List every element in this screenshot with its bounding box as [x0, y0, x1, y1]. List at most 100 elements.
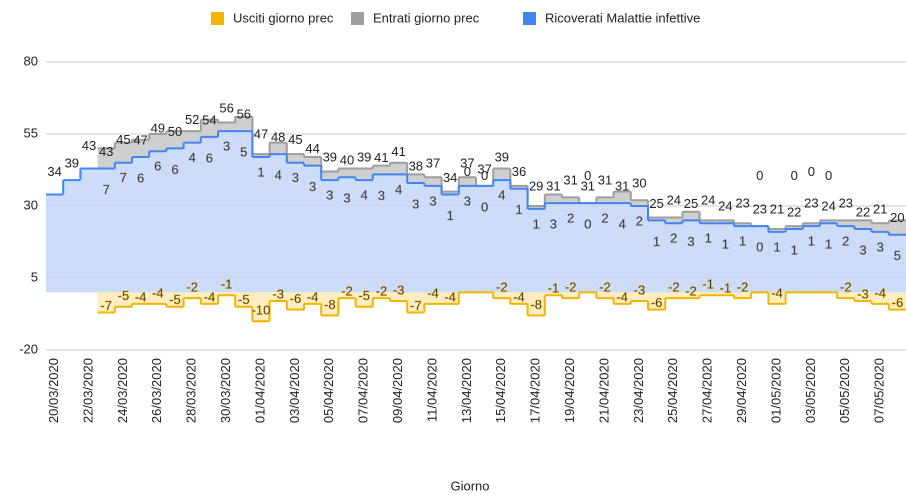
data-label: -1 — [720, 281, 732, 296]
area-step — [149, 134, 167, 152]
y-tick-label: 55 — [24, 125, 38, 140]
area-step — [200, 136, 219, 293]
data-label: -3 — [857, 286, 869, 301]
data-label: -2 — [376, 284, 388, 299]
x-tick-label: 21/04/2020 — [596, 358, 611, 423]
x-tick-label: 05/05/2020 — [837, 358, 852, 423]
x-tick-label: 24/03/2020 — [115, 358, 130, 423]
area-step — [441, 292, 460, 304]
data-label: 4 — [395, 182, 402, 197]
data-label: 4 — [189, 150, 196, 165]
data-label: 2 — [842, 234, 849, 249]
data-label: 39 — [65, 156, 79, 171]
data-label: -1 — [548, 281, 560, 296]
x-tick-label: 20/03/2020 — [46, 358, 61, 423]
data-label: 3 — [429, 193, 436, 208]
x-tick-label: 26/03/2020 — [149, 358, 164, 423]
data-label: 23 — [804, 196, 818, 211]
area-step — [562, 292, 580, 299]
area-step — [888, 292, 906, 310]
area-step — [716, 223, 735, 293]
data-label: 23 — [839, 196, 853, 211]
data-label: 24 — [821, 199, 835, 214]
area-step — [527, 206, 546, 209]
data-label: 3 — [378, 188, 385, 203]
area-step — [820, 220, 838, 224]
data-label: 2 — [670, 231, 677, 246]
data-label: -6 — [651, 295, 663, 310]
area-step — [149, 151, 167, 293]
y-tick-label: 80 — [24, 53, 38, 68]
data-label: -4 — [616, 289, 628, 304]
data-label: 21 — [873, 201, 887, 216]
area-step — [854, 292, 872, 302]
area-step — [734, 292, 752, 299]
area-step — [304, 165, 322, 293]
data-label: 0 — [791, 168, 798, 183]
data-label: 6 — [137, 170, 144, 185]
data-label: 43 — [82, 138, 96, 153]
data-label: 4 — [619, 217, 626, 232]
area-step — [562, 197, 580, 204]
data-label: 0 — [464, 164, 471, 179]
data-label: -4 — [771, 285, 783, 300]
data-label: 24 — [718, 199, 732, 214]
data-label: 1 — [447, 208, 454, 223]
data-label: 22 — [787, 204, 801, 219]
area-step — [46, 194, 64, 293]
data-label: 1 — [515, 202, 522, 217]
data-label: -4 — [135, 289, 147, 304]
data-label: -2 — [668, 280, 680, 295]
data-label: 5 — [240, 145, 247, 160]
area-step — [458, 185, 477, 293]
data-label: 21 — [770, 201, 784, 216]
area-step — [269, 154, 288, 293]
x-tick-label: 01/05/2020 — [768, 358, 783, 423]
x-tick-label: 28/03/2020 — [184, 358, 199, 423]
area-step — [200, 119, 219, 137]
data-label: 6 — [154, 159, 161, 174]
area-step — [613, 191, 632, 204]
x-tick-label: 03/05/2020 — [803, 358, 818, 423]
data-label: -8 — [324, 297, 336, 312]
legend-swatch — [351, 12, 364, 25]
data-label: 3 — [687, 234, 694, 249]
area-step — [458, 177, 477, 186]
data-label: 24 — [701, 193, 715, 208]
data-label: 4 — [361, 188, 368, 203]
data-label: 1 — [705, 231, 712, 246]
data-label: -3 — [272, 286, 284, 301]
data-label: -2 — [186, 280, 198, 295]
area-step — [80, 168, 98, 293]
data-label: -4 — [444, 289, 456, 304]
area-step — [871, 223, 890, 232]
area-step — [751, 226, 769, 293]
data-label: 22 — [856, 204, 870, 219]
area-step — [97, 292, 116, 313]
data-label: 2 — [636, 213, 643, 228]
area-step — [734, 223, 752, 227]
area-step — [235, 292, 253, 307]
area-step — [235, 131, 253, 293]
area-step — [132, 139, 150, 158]
area-step — [286, 154, 305, 163]
area-step — [286, 162, 305, 293]
area-step — [630, 200, 649, 206]
data-label: 0 — [584, 168, 591, 183]
data-label: 30 — [632, 175, 646, 190]
data-label: 47 — [133, 132, 147, 147]
area-step — [493, 292, 511, 299]
area-step — [269, 142, 288, 155]
area-step — [579, 203, 597, 293]
area-step — [235, 116, 253, 132]
area-step — [407, 174, 425, 183]
area-step — [493, 168, 511, 181]
area-step — [544, 203, 563, 293]
data-label: 20 — [890, 210, 904, 225]
x-tick-label: 30/03/2020 — [218, 358, 233, 423]
legend-label: Entrati giorno prec — [373, 10, 480, 25]
data-label: -10 — [252, 303, 271, 318]
area-step — [114, 142, 133, 163]
area-step — [321, 292, 339, 316]
data-label: 49 — [151, 121, 165, 136]
